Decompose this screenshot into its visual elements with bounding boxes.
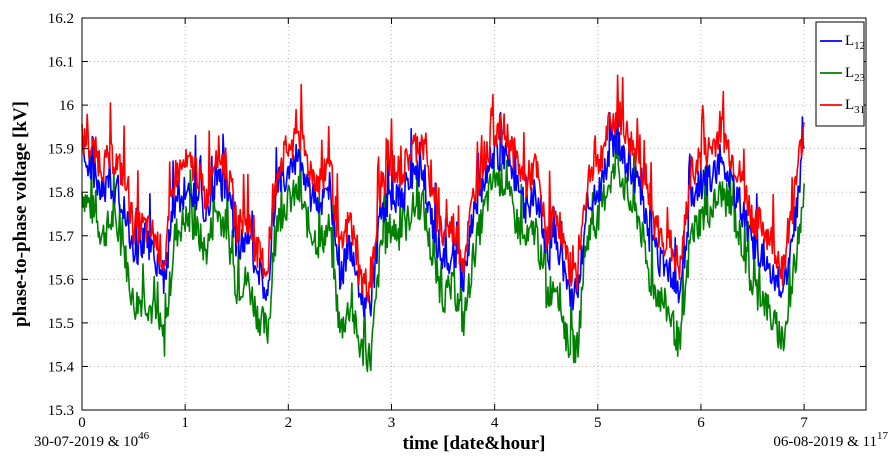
- x-tick-label: 5: [594, 415, 602, 431]
- y-tick-label: 15.7: [48, 229, 75, 245]
- y-tick-label: 15.8: [48, 185, 74, 201]
- legend-label-main: L: [845, 33, 854, 49]
- legend-label-sub: 12: [854, 40, 865, 52]
- x-tick-label: 6: [697, 415, 705, 431]
- plot-frame: [81, 17, 867, 411]
- series-line-l23: [81, 119, 805, 373]
- y-tick-label: 15.6: [48, 272, 75, 288]
- x-tick-label: 4: [491, 415, 499, 431]
- x-tick-label: 3: [388, 415, 396, 431]
- legend-label-main: L: [845, 97, 854, 113]
- y-tick-label: 15.9: [48, 142, 74, 158]
- end-datetime-sup: 17: [877, 430, 889, 442]
- start-datetime-text: 30-07-2019 & 10: [34, 434, 138, 450]
- x-tick-label: 7: [800, 415, 808, 431]
- x-tick-label: 2: [285, 415, 293, 431]
- y-tick-label: 15.4: [48, 359, 75, 375]
- start-datetime-label: 30-07-2019 & 1046: [34, 430, 150, 450]
- series-layer: [81, 74, 805, 373]
- legend-label: L12: [845, 33, 865, 52]
- legend-label-main: L: [845, 65, 854, 81]
- y-tick-label: 15.5: [48, 316, 74, 332]
- legend-label: L23: [845, 65, 866, 84]
- start-datetime-sup: 46: [138, 430, 150, 442]
- series-line-l31: [81, 74, 805, 303]
- y-tick-label: 15.3: [48, 403, 74, 419]
- legend-label-sub: 23: [854, 72, 866, 84]
- y-tick-label: 16.1: [48, 55, 74, 71]
- end-datetime-text: 06-08-2019 & 11: [773, 434, 877, 450]
- legend-box: [815, 21, 865, 127]
- y-tick-label: 16: [59, 98, 75, 114]
- x-tick-label: 1: [181, 415, 189, 431]
- tick-layer: 0 1 2 3 4 5 6 715.315.415.515.615.715.815.91616…: [48, 11, 866, 431]
- x-axis-title: time [date&hour]: [403, 433, 546, 454]
- end-datetime-label: 06-08-2019 & 1117: [773, 430, 888, 450]
- legend-label: L31: [845, 97, 865, 116]
- legend-label-sub: 31: [854, 104, 865, 116]
- y-tick-label: 16.2: [48, 11, 74, 27]
- y-axis-title: phase-to-phase voltage [kV]: [10, 101, 31, 327]
- x-tick-label: 0: [78, 415, 86, 431]
